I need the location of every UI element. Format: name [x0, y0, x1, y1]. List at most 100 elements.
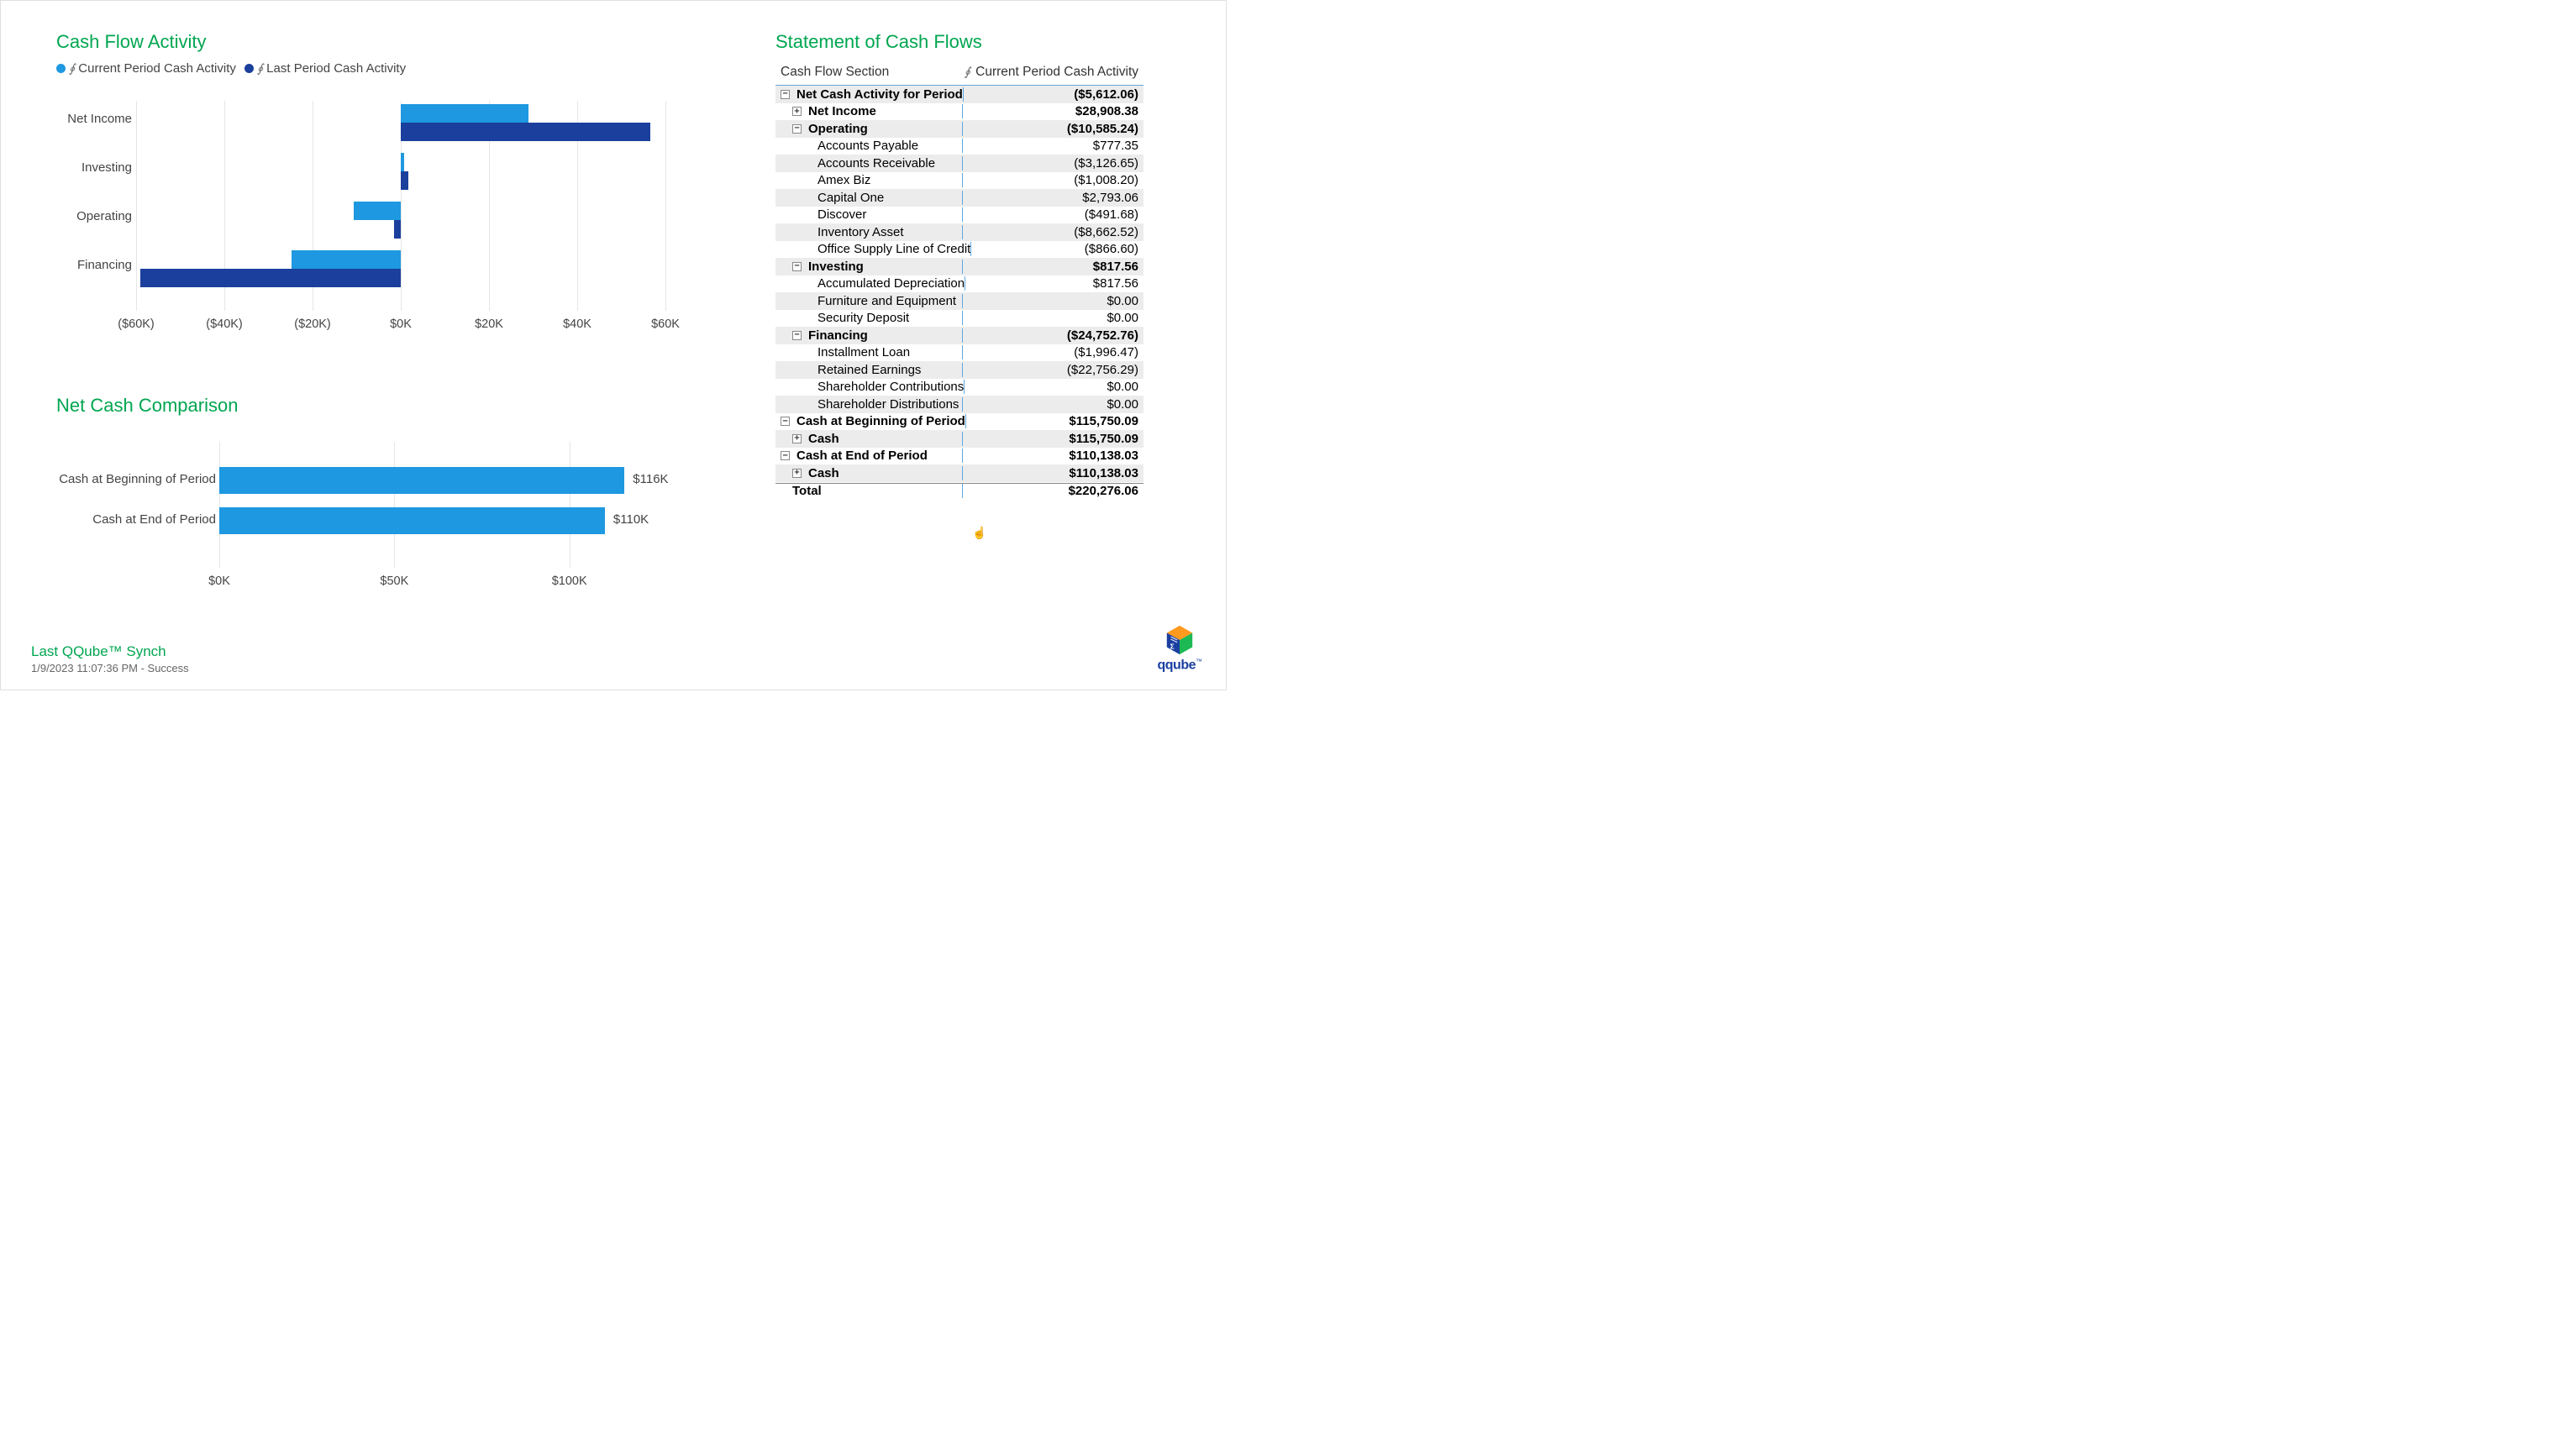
table-row: Inventory Asset ($8,662.52) [775, 223, 1143, 241]
row-value: $777.35 [962, 139, 1143, 153]
bar[interactable] [219, 467, 624, 494]
table-row: Accounts Payable$777.35 [775, 138, 1143, 155]
x-axis-label: $60K [651, 317, 680, 331]
synch-status: Last QQube™ Synch 1/9/2023 11:07:36 PM -… [31, 643, 189, 674]
table-row: Shareholder Distributions$0.00 [775, 396, 1143, 413]
row-label: Inventory Asset [817, 225, 904, 239]
row-label: Net Cash Activity for Period [796, 87, 963, 102]
row-label-cell: Inventory Asset [775, 225, 962, 239]
row-value: ($24,752.76) [962, 328, 1143, 343]
bar-current[interactable] [401, 104, 528, 123]
table-row[interactable]: −Operating($10,585.24) [775, 120, 1143, 138]
table-row[interactable]: + Cash $115,750.09 [775, 430, 1143, 448]
row-label-cell: −Net Cash Activity for Period [775, 87, 963, 102]
bar-current[interactable] [292, 250, 401, 269]
row-label: Amex Biz [817, 173, 870, 187]
row-value: $0.00 [962, 397, 1143, 412]
expand-icon[interactable]: + [792, 469, 802, 478]
legend-item-current[interactable]: ∮ Current Period Cash Activity [56, 61, 236, 76]
table-row[interactable]: −Financing ($24,752.76) [775, 327, 1143, 344]
row-label-cell: Office Supply Line of Credit [775, 242, 970, 256]
cursor-icon: ☝ [972, 526, 986, 540]
table-row: Furniture and Equipment$0.00 [775, 292, 1143, 310]
y-axis-label: Investing [56, 160, 132, 175]
table-row: Retained Earnings($22,756.29) [775, 361, 1143, 379]
gridline [394, 442, 395, 568]
row-value: $0.00 [962, 311, 1143, 325]
table-row[interactable]: −Cash at Beginning of Period$115,750.09 [775, 413, 1143, 431]
legend-item-last[interactable]: ∮ Last Period Cash Activity [244, 61, 406, 76]
x-axis-label: $0K [208, 574, 230, 588]
cube-icon: Σ [1164, 624, 1196, 656]
x-axis-label: $100K [552, 574, 587, 588]
row-value: $115,750.09 [962, 432, 1143, 446]
row-value: $220,276.06 [962, 483, 1143, 498]
synch-title: Last QQube™ Synch [31, 643, 189, 660]
collapse-icon[interactable]: − [792, 124, 802, 134]
row-label-cell: Security Deposit [775, 311, 962, 325]
table-row: Shareholder Contributions$0.00 [775, 379, 1143, 396]
logo-text: qqube [1158, 658, 1196, 672]
bar-last[interactable] [394, 220, 401, 239]
table-row[interactable]: +Cash$110,138.03 [775, 464, 1143, 482]
right-column: Statement of Cash Flows Cash Flow Sectio… [775, 31, 1143, 499]
expand-icon[interactable]: + [792, 434, 802, 443]
gridline [665, 101, 666, 311]
collapse-icon[interactable]: − [781, 417, 790, 426]
expand-icon[interactable]: + [792, 107, 802, 116]
collapse-icon[interactable]: − [792, 262, 802, 271]
x-axis-label: ($60K) [118, 317, 155, 331]
th-section[interactable]: Cash Flow Section [781, 65, 962, 80]
bar-last[interactable] [140, 269, 401, 287]
row-value: ($866.60) [970, 242, 1143, 256]
bar-current[interactable] [354, 202, 401, 220]
row-label: Investing [808, 260, 864, 274]
row-label: Total [792, 484, 822, 498]
bar-last[interactable] [401, 171, 408, 190]
chart1-plot: ($60K)($40K)($20K)$0K$20K$40K$60K [136, 101, 665, 311]
th-value[interactable]: ∮ Current Period Cash Activity [962, 65, 1143, 80]
bar-last[interactable] [401, 123, 650, 141]
row-label-cell: Discover [775, 207, 962, 222]
x-axis-label: ($20K) [294, 317, 331, 331]
collapse-icon[interactable]: − [792, 331, 802, 340]
table-row: Security Deposit$0.00 [775, 310, 1143, 328]
row-value: $110,138.03 [962, 466, 1143, 480]
table-row[interactable]: −Net Cash Activity for Period($5,612.06) [775, 86, 1143, 103]
table-row: Capital One$2,793.06 [775, 189, 1143, 207]
bar-current[interactable] [401, 153, 404, 171]
row-label-cell: Accumulated Depreciation [775, 276, 965, 291]
collapse-icon[interactable]: − [781, 451, 790, 460]
qqube-logo[interactable]: Σ qqube™ [1158, 624, 1203, 673]
x-axis-label: $20K [475, 317, 503, 331]
legend-label-last: Last Period Cash Activity [266, 61, 406, 76]
row-label: Net Income [808, 104, 876, 118]
gridline [136, 101, 137, 311]
table-row: Discover($491.68) [775, 207, 1143, 224]
statement-title: Statement of Cash Flows [775, 31, 1143, 53]
row-label: Installment Loan [817, 345, 910, 359]
table-row[interactable]: +Net Income$28,908.38 [775, 103, 1143, 121]
row-label: Accounts Receivable [817, 156, 935, 171]
swatch-last [244, 64, 254, 73]
row-label: Financing [808, 328, 868, 343]
row-label-cell: Retained Earnings [775, 363, 962, 377]
row-value: ($8,662.52) [962, 225, 1143, 239]
table-row[interactable]: −Investing $817.56 [775, 258, 1143, 275]
net-cash-comparison-title: Net Cash Comparison [56, 395, 728, 417]
row-value: $817.56 [962, 260, 1143, 274]
row-value: $0.00 [962, 294, 1143, 308]
sigma-icon: ∮ [69, 61, 75, 76]
row-label: Cash [808, 432, 839, 446]
y-axis-label: Cash at End of Period [56, 512, 216, 527]
row-value: $2,793.06 [962, 191, 1143, 205]
row-label-cell: Installment Loan [775, 345, 962, 359]
bar[interactable] [219, 507, 605, 534]
row-label: Cash at Beginning of Period [796, 414, 965, 428]
collapse-icon[interactable]: − [781, 90, 790, 99]
row-value: $817.56 [965, 276, 1143, 291]
table-row[interactable]: −Cash at End of Period$110,138.03 [775, 448, 1143, 465]
row-value: $0.00 [964, 380, 1143, 394]
row-label-cell: Accounts Receivable [775, 156, 962, 171]
net-cash-comparison-chart: $0K$50K$100K$116K$110K Cash at Beginning… [56, 442, 678, 610]
